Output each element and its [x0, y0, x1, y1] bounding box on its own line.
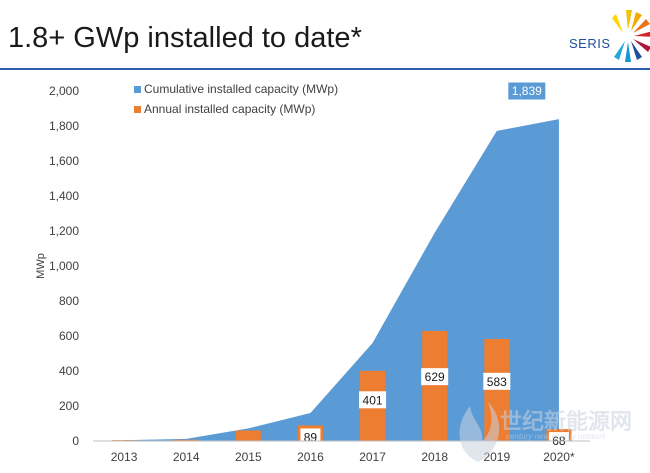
end-label-box — [507, 81, 547, 101]
cumulative-area — [124, 119, 559, 442]
x-tick-label: 2020* — [543, 450, 575, 464]
y-axis: 0 200 400 600 800 1,000 1,200 1,400 1,600 1,800 2,… — [49, 84, 79, 448]
data-label: 89 — [304, 430, 318, 444]
sun-rays-icon — [612, 10, 650, 62]
end-label-text: 1,839 — [512, 84, 542, 98]
x-tick-label: 2014 — [173, 450, 200, 464]
cumulative-end-label: 1,839 — [507, 81, 547, 101]
y-tick-label: 400 — [59, 364, 79, 378]
y-tick-label: 1,200 — [49, 224, 79, 238]
data-label: 583 — [487, 375, 507, 389]
x-tick-label: 2016 — [297, 450, 324, 464]
capacity-chart: 0 200 400 600 800 1,000 1,200 1,400 1,600 1,800 2,… — [35, 81, 590, 464]
x-tick-label: 2013 — [111, 450, 138, 464]
y-tick-label: 800 — [59, 294, 79, 308]
legend-swatch — [134, 106, 141, 113]
annual-bar — [173, 439, 199, 441]
annual-bar — [422, 330, 448, 441]
y-tick-label: 1,800 — [49, 119, 79, 133]
watermark-text: 世纪新能源网 — [500, 410, 633, 435]
title-divider — [0, 68, 650, 70]
y-tick-label: 200 — [59, 399, 79, 413]
x-tick-label: 2018 — [421, 450, 448, 464]
y-tick-label: 1,600 — [49, 154, 79, 168]
data-label: 629 — [425, 370, 445, 384]
y-tick-label: 600 — [59, 329, 79, 343]
data-label-box — [483, 372, 511, 390]
watermark-subtext: century new energy network — [506, 432, 607, 441]
legend-label: Annual installed capacity (MWp) — [144, 102, 315, 116]
data-label-box — [359, 391, 387, 409]
y-tick-label: 0 — [72, 434, 79, 448]
x-tick-label: 2019 — [483, 450, 510, 464]
data-label-box — [421, 368, 449, 386]
watermark-leaf-icon — [459, 402, 500, 462]
legend-label: Cumulative installed capacity (MWp) — [144, 82, 338, 96]
page-title: 1.8+ GWp installed to date* — [8, 22, 362, 54]
legend: Cumulative installed capacity (MWp) Annua… — [134, 82, 338, 116]
legend-swatch — [134, 86, 141, 93]
logo-text: SERIS — [569, 36, 611, 51]
x-tick-label: 2015 — [235, 450, 262, 464]
watermark: 世纪新能源网 century new energy network — [448, 392, 648, 468]
y-tick-label: 1,400 — [49, 189, 79, 203]
y-axis-label: MWp — [35, 253, 47, 279]
x-axis: 2013 2014 2015 2016 2017 2018 2019 2020* — [111, 450, 575, 464]
annual-bar — [235, 430, 261, 441]
x-tick-label: 2017 — [359, 450, 386, 464]
data-label: 401 — [363, 393, 383, 407]
y-tick-label: 1,000 — [49, 259, 79, 273]
seris-logo: SERIS — [566, 6, 650, 64]
y-tick-label: 2,000 — [49, 84, 79, 98]
